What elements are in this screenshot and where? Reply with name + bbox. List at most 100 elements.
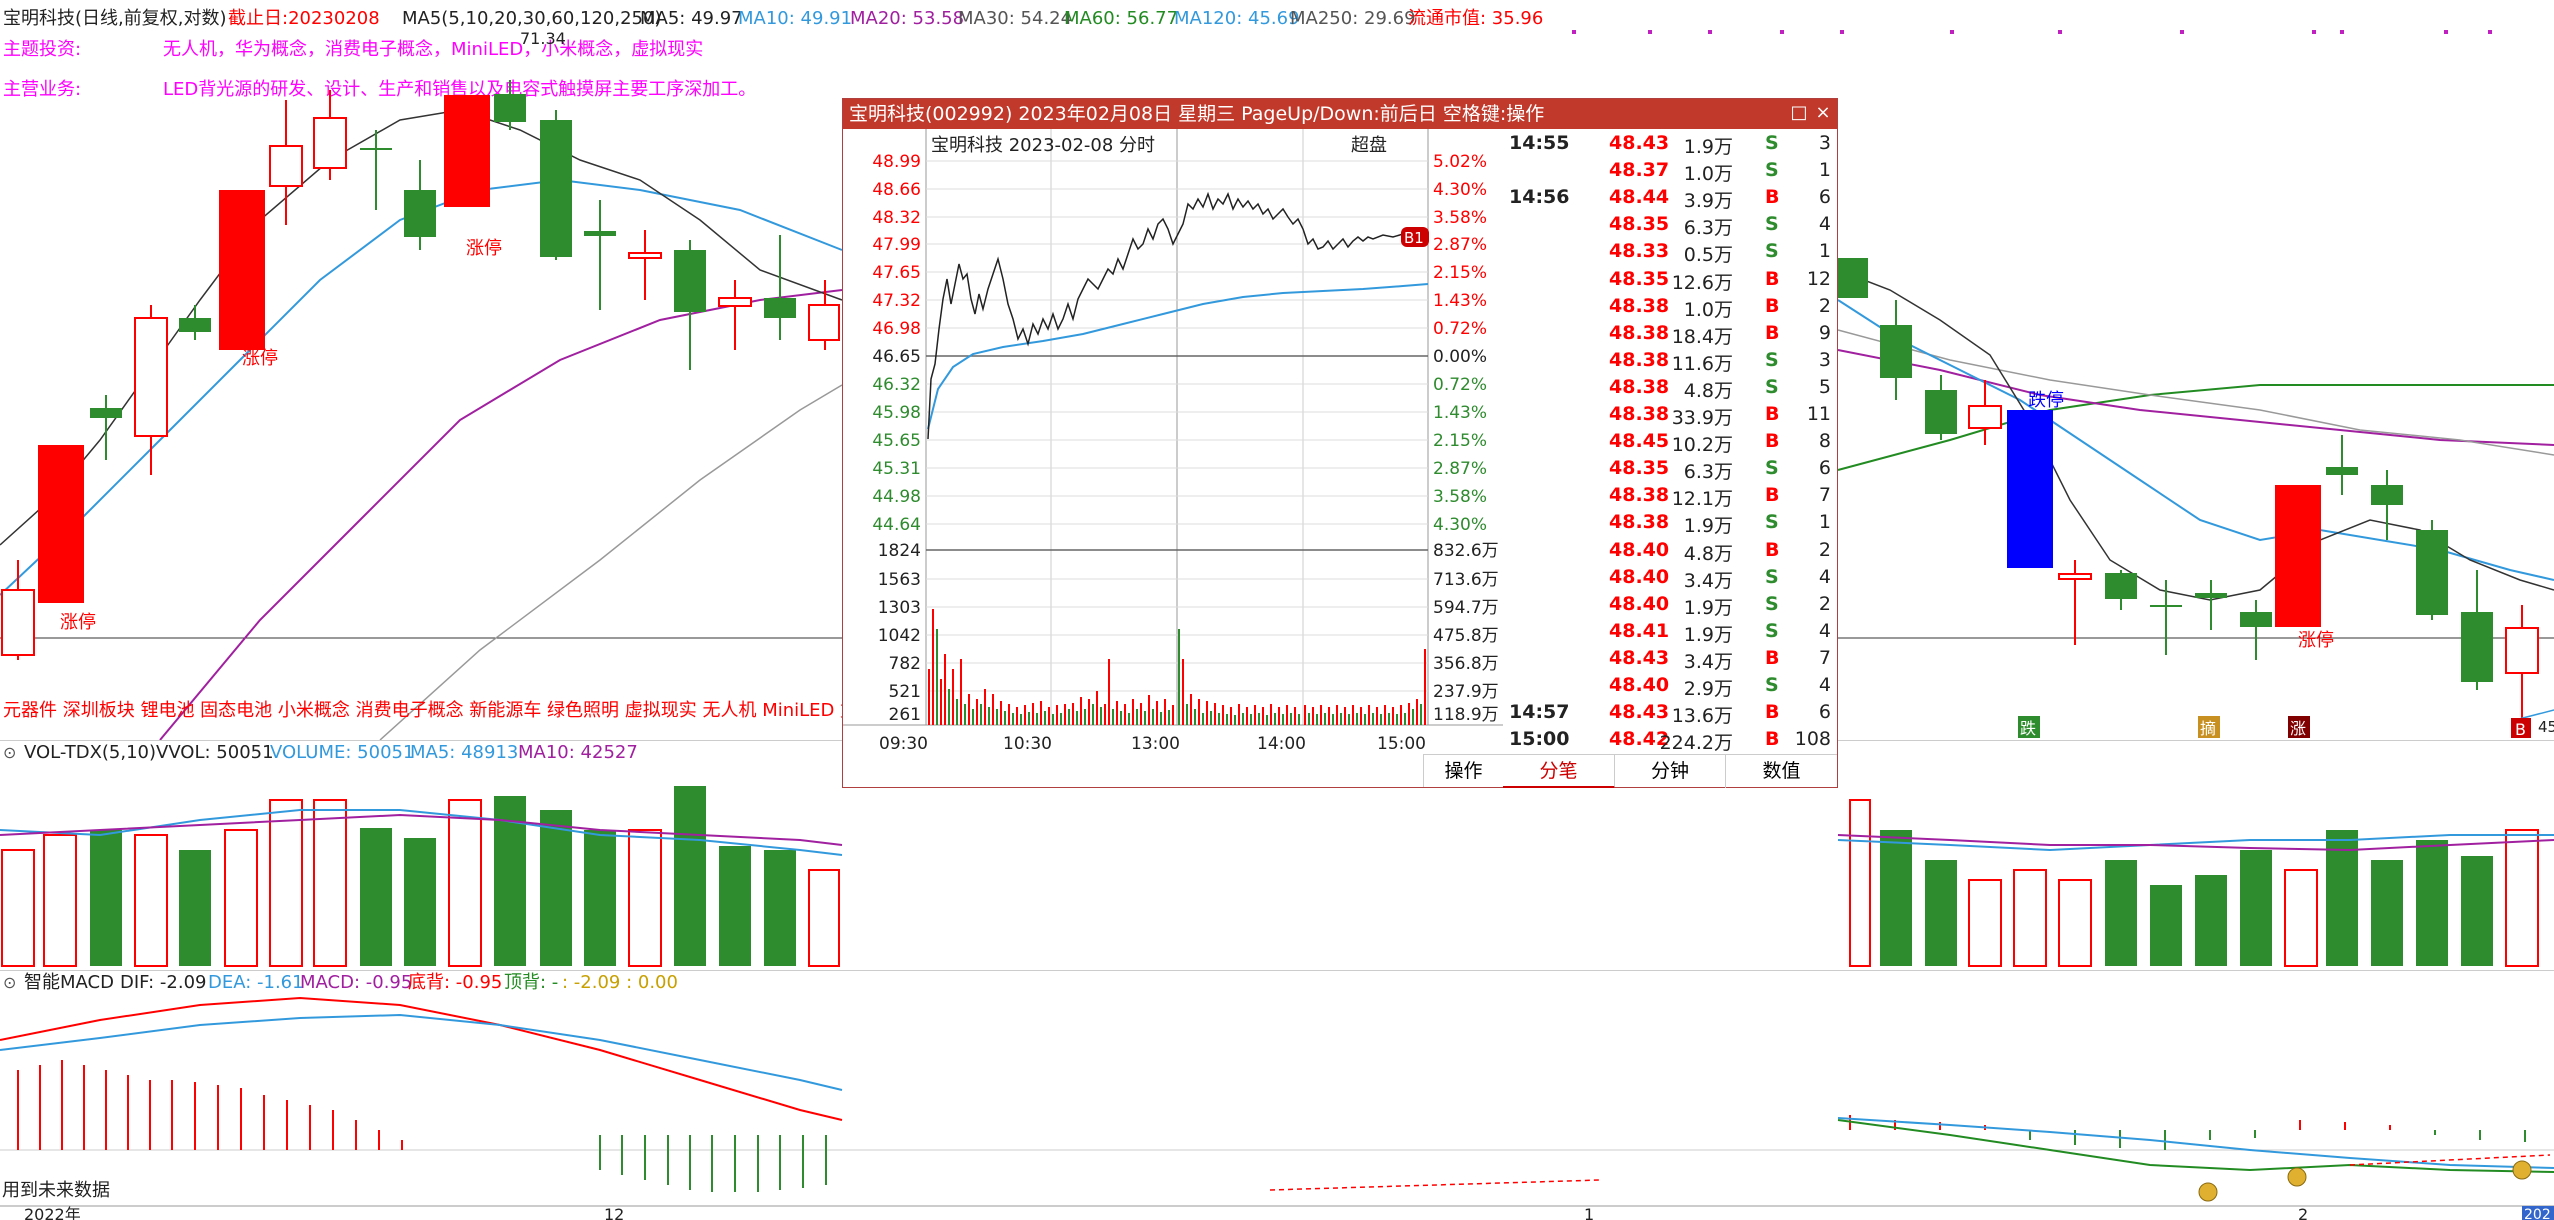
svg-text:45.31: 45.31 xyxy=(872,459,921,479)
date-2022: 2022年 xyxy=(24,1205,81,1220)
tick-volume: 0.5万 xyxy=(1683,244,1733,267)
tick-price: 48.35 xyxy=(1609,457,1670,480)
tab-value[interactable]: 数值 xyxy=(1762,760,1801,782)
tick-count: 5 xyxy=(1818,375,1831,398)
maximize-icon[interactable]: □ xyxy=(1790,102,1808,123)
tick-count: 6 xyxy=(1818,701,1831,724)
svg-text:237.9万: 237.9万 xyxy=(1433,682,1499,702)
candle xyxy=(2326,467,2358,475)
macd-histogram xyxy=(17,1060,2526,1192)
svg-text:3.58%: 3.58% xyxy=(1433,487,1487,507)
tick-row: 48.45 10.2万 B 8 xyxy=(1503,428,1837,456)
svg-text:B: B xyxy=(2515,720,2526,739)
tick-time: 15:00 xyxy=(1509,728,1570,751)
dot-markers xyxy=(1572,30,2492,34)
svg-text:475.8万: 475.8万 xyxy=(1433,626,1499,646)
business-value: LED背光源的研发、设计、生产和销售以及电容式触摸屏主要工序深加工。 xyxy=(163,79,756,100)
tick-count: 3 xyxy=(1818,132,1831,154)
candle xyxy=(1838,258,1868,298)
intraday-popup[interactable]: 宝明科技(002992) 2023年02月08日 星期三 PageUp/Down… xyxy=(842,98,1838,788)
tick-side: S xyxy=(1765,457,1779,480)
candle xyxy=(38,445,84,603)
tick-row: 48.33 0.5万 S 1 xyxy=(1503,238,1837,267)
candle xyxy=(2371,485,2403,505)
tick-volume: 3.9万 xyxy=(1683,190,1733,213)
tick-side: B xyxy=(1765,321,1780,344)
ma10-line xyxy=(0,178,843,596)
candle xyxy=(179,318,211,332)
svg-text:118.9万: 118.9万 xyxy=(1433,705,1499,725)
svg-text:45.65: 45.65 xyxy=(872,431,921,451)
price-marker: 71.34 xyxy=(520,29,566,48)
svg-text:2.87%: 2.87% xyxy=(1433,235,1487,255)
settings-icon[interactable]: ⊙ xyxy=(3,973,16,992)
svg-text:521: 521 xyxy=(889,682,921,702)
vol-ma10-line-right xyxy=(1837,834,2554,852)
tick-side: S xyxy=(1765,511,1779,534)
svg-text:1042: 1042 xyxy=(878,626,921,646)
macd-panel[interactable]: ⊙ 智能MACD DIF: -2.09 DEA: -1.61 MACD: -0.… xyxy=(0,970,2554,1220)
ma-params: MA5(5,10,20,30,60,120,250) xyxy=(402,8,661,29)
volume-bars xyxy=(1,786,2539,967)
candle xyxy=(2416,530,2448,615)
tick-volume: 6.3万 xyxy=(1683,461,1733,484)
intraday-chart[interactable]: 宝明科技 2023-02-08 分时 超盘 48.99 48.66 48.32 … xyxy=(843,129,1503,787)
tick-volume: 4.8万 xyxy=(1683,542,1733,565)
tick-side: S xyxy=(1765,565,1779,588)
candle xyxy=(540,120,572,257)
tick-price: 48.43 xyxy=(1609,646,1670,669)
svg-text:B1: B1 xyxy=(1404,229,1424,247)
vol-ma10-value: MA10: 42527 xyxy=(518,742,638,763)
tick-volume: 1.9万 xyxy=(1683,136,1733,158)
svg-text:44.98: 44.98 xyxy=(872,487,921,507)
tick-side: B xyxy=(1765,403,1780,425)
tab-tick[interactable]: 分笔 xyxy=(1503,755,1615,788)
divergence-dash xyxy=(1269,1179,1601,1191)
volume-panel[interactable]: ⊙ VOL-TDX(5,10) VVOL: 50051 VOLUME: 5005… xyxy=(0,740,2554,970)
popup-title-bar[interactable]: 宝明科技(002992) 2023年02月08日 星期三 PageUp/Down… xyxy=(843,99,1837,129)
kline-panel[interactable]: 宝明科技(日线,前复权,对数) 截止日:20230208 MA5(5,10,20… xyxy=(0,0,2554,740)
tick-count: 4 xyxy=(1818,674,1831,696)
tick-side: S xyxy=(1765,592,1779,615)
tick-price: 48.38 xyxy=(1609,403,1670,425)
candle xyxy=(808,304,840,341)
candle xyxy=(2150,605,2182,607)
dea-line-right xyxy=(1837,1117,2554,1169)
detail-tabs[interactable]: 分笔 分钟 数值 xyxy=(1503,754,1837,788)
tick-side: B xyxy=(1765,646,1780,669)
tick-side: B xyxy=(1765,430,1780,453)
candle xyxy=(2058,573,2092,580)
tick-count: 11 xyxy=(1806,403,1831,425)
op-button[interactable]: 操作 xyxy=(1423,754,1503,787)
candle xyxy=(764,298,796,318)
svg-text:跌: 跌 xyxy=(2020,719,2036,738)
tick-price: 48.40 xyxy=(1609,674,1670,696)
candle xyxy=(718,297,752,307)
svg-text:0.00%: 0.00% xyxy=(1433,347,1487,367)
limit-up-label: 涨停 xyxy=(466,238,502,259)
tick-volume: 1.9万 xyxy=(1683,515,1733,538)
svg-text:2.15%: 2.15% xyxy=(1433,431,1487,451)
vol-ma10-line xyxy=(0,813,843,846)
svg-text:15:00: 15:00 xyxy=(1377,734,1426,754)
candle xyxy=(1968,405,2002,429)
popup-title: 宝明科技(002992) 2023年02月08日 星期三 PageUp/Down… xyxy=(849,103,1545,125)
tick-volume: 1.0万 xyxy=(1683,163,1733,186)
ma30-value: MA30: 54.24 xyxy=(958,8,1072,29)
svg-text:47.32: 47.32 xyxy=(872,291,921,311)
tick-count: 1 xyxy=(1818,511,1831,534)
svg-text:45.98: 45.98 xyxy=(872,403,921,423)
svg-text:0.72%: 0.72% xyxy=(1433,375,1487,395)
svg-text:48.66: 48.66 xyxy=(872,180,921,200)
tick-volume: 2.9万 xyxy=(1683,678,1733,700)
settings-icon[interactable]: ⊙ xyxy=(3,743,16,762)
tab-minute[interactable]: 分钟 xyxy=(1615,755,1726,788)
svg-text:1.43%: 1.43% xyxy=(1433,291,1487,311)
candle xyxy=(2461,612,2493,682)
macd-value: MACD: -0.95 xyxy=(300,972,412,993)
close-icon[interactable]: × xyxy=(1815,102,1831,123)
tick-price: 48.45 xyxy=(1609,430,1670,453)
tick-row: 48.43 3.4万 B 7 xyxy=(1503,645,1837,673)
tick-price: 48.44 xyxy=(1609,186,1670,209)
dif-value: DIF: -2.09 xyxy=(120,972,206,993)
